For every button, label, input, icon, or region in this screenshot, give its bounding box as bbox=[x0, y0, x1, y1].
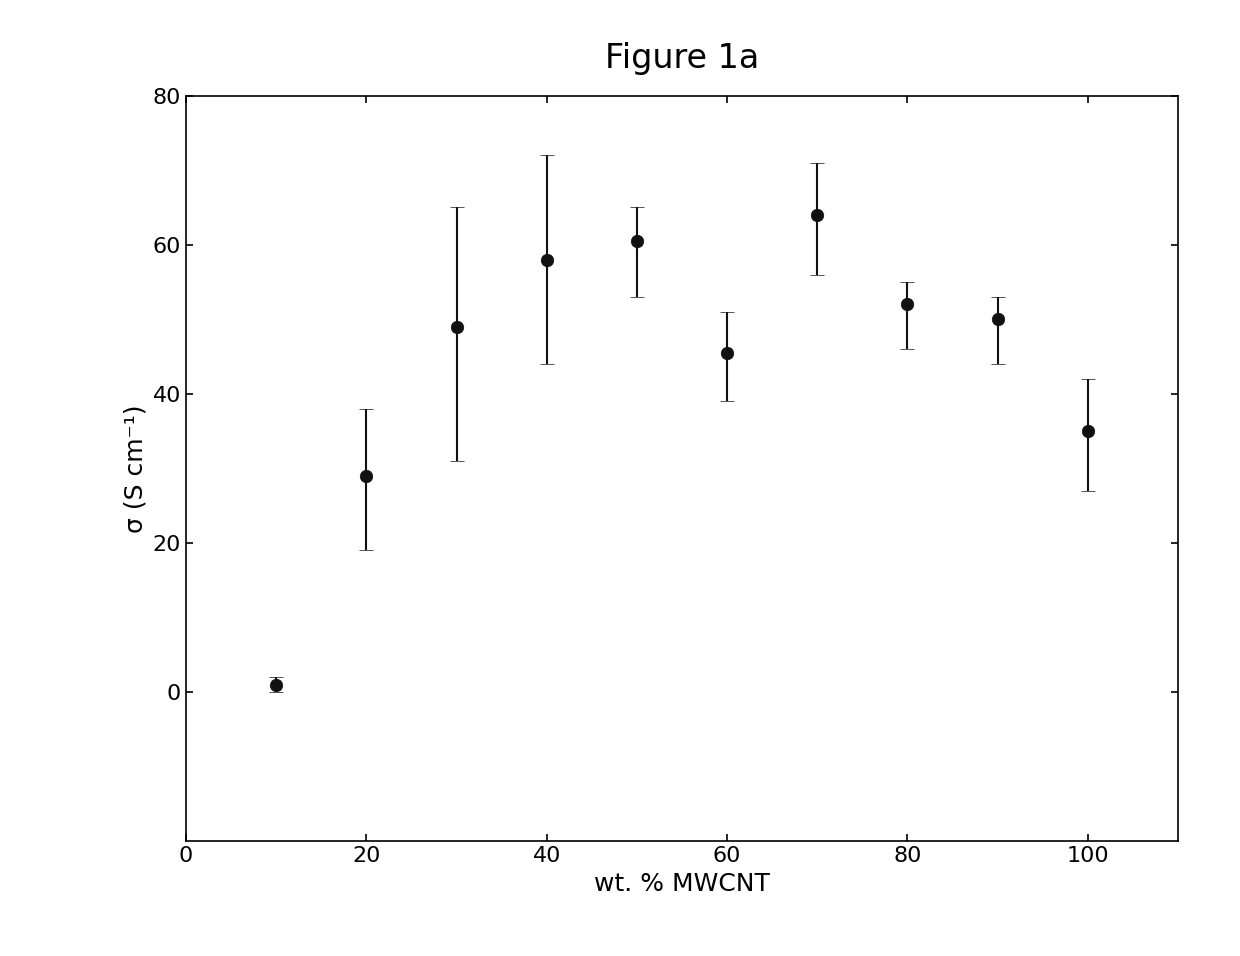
Y-axis label: σ (S cm⁻¹): σ (S cm⁻¹) bbox=[123, 404, 148, 532]
Title: Figure 1a: Figure 1a bbox=[605, 42, 759, 75]
X-axis label: wt. % MWCNT: wt. % MWCNT bbox=[594, 872, 770, 896]
